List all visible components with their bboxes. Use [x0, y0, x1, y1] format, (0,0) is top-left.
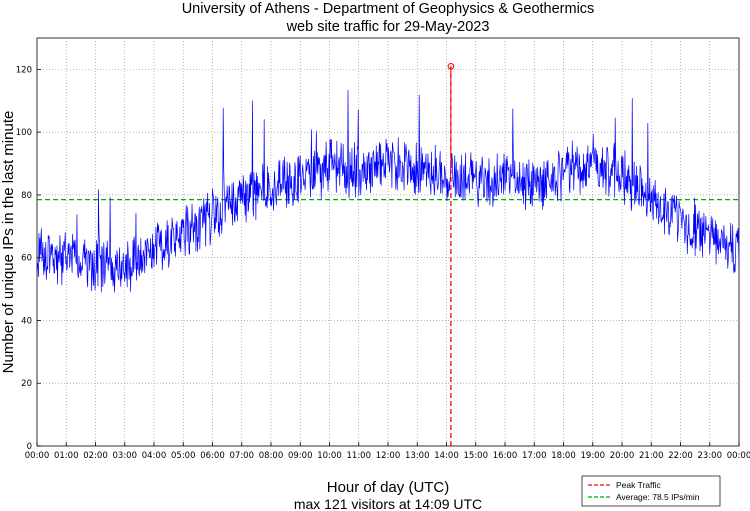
chart-subtitle: web site traffic for 29-May-2023 [286, 19, 490, 35]
x-tick-label: 23:00 [698, 451, 723, 461]
x-tick-label: 18:00 [551, 451, 576, 461]
x-tick-label: 05:00 [171, 451, 196, 461]
y-tick-label: 20 [21, 379, 32, 389]
x-tick-label: 20:00 [610, 451, 635, 461]
y-tick-label: 120 [16, 65, 32, 75]
x-tick-label: 17:00 [522, 451, 547, 461]
x-tick-label: 10:00 [317, 451, 342, 461]
x-tick-label: 00:00 [727, 451, 750, 461]
traffic-series-line [36, 89, 740, 293]
legend-average-label: Average: 78.5 IPs/min [616, 492, 700, 502]
peak-marker [447, 62, 455, 70]
y-tick-label: 80 [21, 191, 32, 201]
x-tick-label: 14:00 [434, 451, 459, 461]
x-tick-label: 21:00 [639, 451, 664, 461]
x-tick-label: 00:00 [25, 451, 50, 461]
y-axis-label: Number of unique IPs in the last minute [0, 111, 17, 374]
x-tick-label: 04:00 [142, 451, 167, 461]
x-tick-label: 06:00 [200, 451, 225, 461]
x-tick-label: 03:00 [113, 451, 138, 461]
x-tick-label: 09:00 [288, 451, 313, 461]
x-tick-label: 15:00 [464, 451, 489, 461]
x-tick-label: 02:00 [83, 451, 108, 461]
y-tick-label: 100 [16, 128, 32, 138]
legend: Peak Traffic Average: 78.5 IPs/min [581, 475, 721, 507]
x-tick-label: 01:00 [54, 451, 79, 461]
y-tick-label: 40 [21, 316, 32, 326]
x-tick-label: 07:00 [230, 451, 255, 461]
x-tick-label: 13:00 [405, 451, 430, 461]
x-tick-label: 16:00 [493, 451, 518, 461]
peak-summary: max 121 visitors at 14:09 UTC [294, 496, 482, 511]
y-tick-label: 60 [21, 254, 32, 264]
x-tick-label: 11:00 [347, 451, 372, 461]
x-axis-label: Hour of day (UTC) [327, 479, 450, 496]
y-tick-label: 0 [27, 442, 32, 452]
legend-box [581, 475, 721, 507]
x-tick-label: 08:00 [259, 451, 284, 461]
x-tick-label: 19:00 [581, 451, 606, 461]
legend-peak-label: Peak Traffic [616, 480, 661, 490]
x-tick-label: 22:00 [668, 451, 693, 461]
chart-title: University of Athens - Department of Geo… [182, 1, 595, 17]
x-tick-label: 12:00 [376, 451, 401, 461]
